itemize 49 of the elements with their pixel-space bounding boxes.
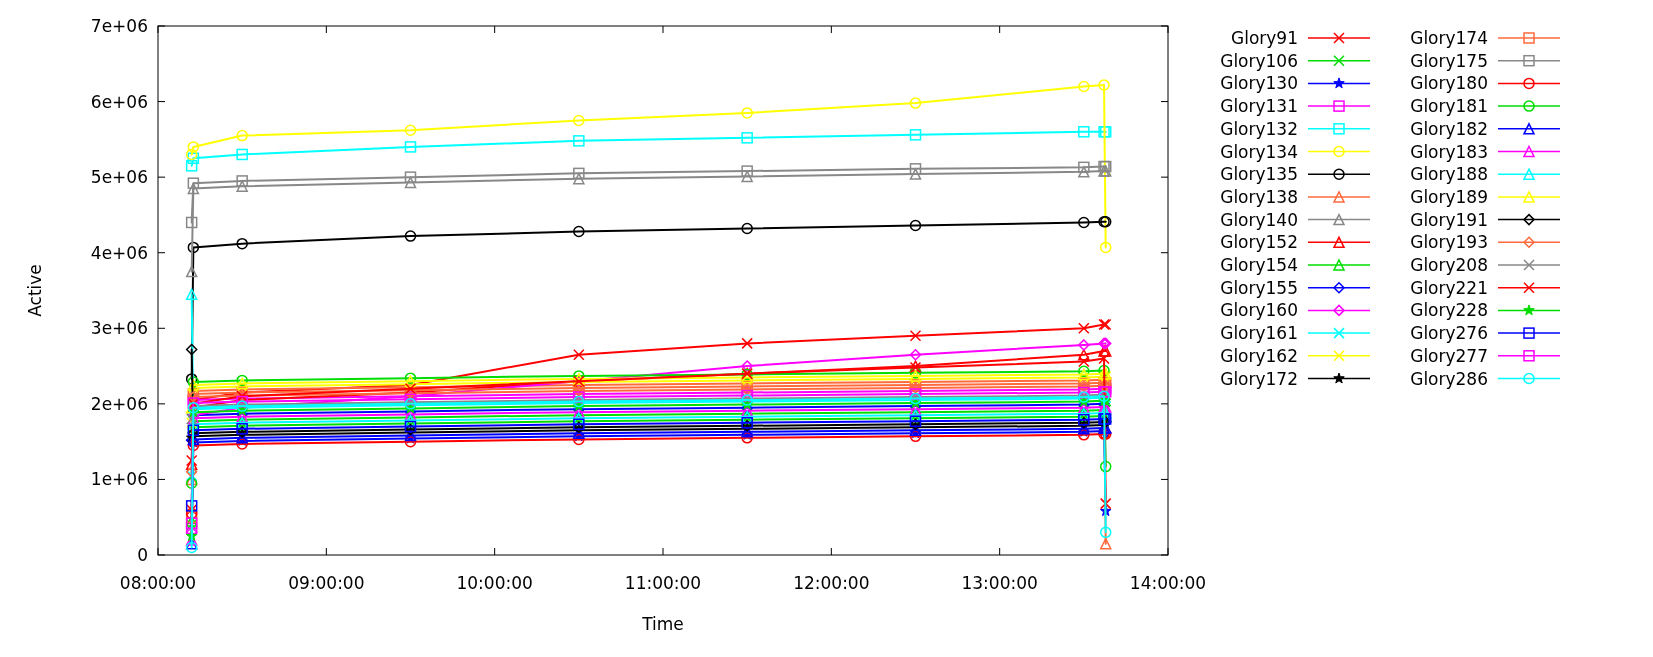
y-tick-label: 7e+06 xyxy=(90,16,148,36)
legend-label: Glory188 xyxy=(1410,164,1488,185)
x-tick-label: 10:00:00 xyxy=(456,573,533,593)
legend-label: Glory276 xyxy=(1410,323,1488,344)
legend-label: Glory191 xyxy=(1410,209,1488,230)
legend-label: Glory172 xyxy=(1220,368,1298,389)
y-tick-label: 5e+06 xyxy=(90,167,148,188)
legend-label: Glory160 xyxy=(1220,300,1298,321)
legend-label: Glory130 xyxy=(1220,73,1298,94)
y-tick-label: 6e+06 xyxy=(90,91,148,112)
x-tick-label: 14:00:00 xyxy=(1129,573,1207,593)
legend-label: Glory161 xyxy=(1220,323,1298,344)
legend-label: Glory181 xyxy=(1410,96,1488,117)
legend-label: Glory193 xyxy=(1410,232,1488,253)
x-tick-label: 12:00:00 xyxy=(793,573,870,593)
legend-label: Glory134 xyxy=(1220,141,1298,162)
y-tick-label: 0 xyxy=(137,545,148,565)
legend-label: Glory189 xyxy=(1410,186,1488,207)
x-tick-label: 09:00:00 xyxy=(288,573,365,593)
legend-label: Glory221 xyxy=(1410,277,1488,298)
y-tick-label: 1e+06 xyxy=(90,469,148,490)
legend-label: Glory131 xyxy=(1220,96,1298,117)
legend-label: Glory132 xyxy=(1220,118,1298,139)
legend-label: Glory228 xyxy=(1410,300,1488,321)
y-tick-label: 3e+06 xyxy=(90,318,148,339)
legend-label: Glory138 xyxy=(1220,186,1298,207)
legend-label: Glory91 xyxy=(1231,28,1298,48)
legend-label: Glory180 xyxy=(1410,73,1488,94)
legend-label: Glory182 xyxy=(1410,118,1488,139)
legend-label: Glory208 xyxy=(1410,255,1488,275)
y-axis-title: Active xyxy=(25,264,45,317)
legend-label: Glory154 xyxy=(1220,255,1298,275)
y-tick-label: 2e+06 xyxy=(90,393,148,414)
x-tick-label: 13:00:00 xyxy=(961,573,1038,593)
legend-label: Glory106 xyxy=(1220,50,1298,71)
legend-label: Glory286 xyxy=(1410,368,1488,389)
legend-label: Glory152 xyxy=(1220,232,1298,253)
legend-label: Glory175 xyxy=(1410,50,1488,71)
legend-label: Glory174 xyxy=(1410,28,1488,48)
legend-label: Glory140 xyxy=(1220,209,1298,230)
x-axis-title: Time xyxy=(641,614,684,634)
x-tick-label: 11:00:00 xyxy=(624,573,702,593)
legend-label: Glory155 xyxy=(1220,277,1298,298)
legend-label: Glory277 xyxy=(1410,345,1488,366)
legend-label: Glory135 xyxy=(1220,164,1298,185)
y-tick-label: 4e+06 xyxy=(90,242,148,263)
legend-label: Glory183 xyxy=(1410,141,1488,162)
x-tick-label: 08:00:00 xyxy=(119,573,197,593)
legend-label: Glory162 xyxy=(1220,345,1298,366)
